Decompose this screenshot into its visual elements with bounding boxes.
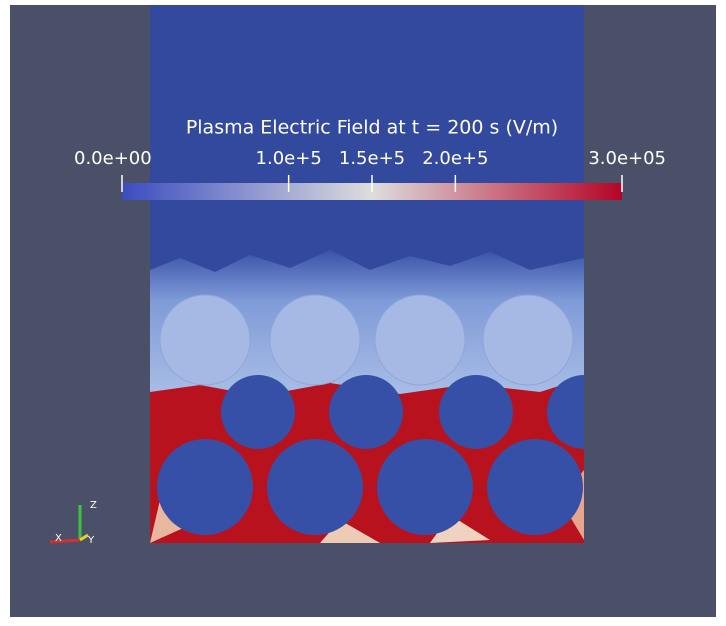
z-label: Z xyxy=(90,500,97,511)
tick-label: 0.0e+00 xyxy=(74,148,152,169)
x-label: X xyxy=(55,533,62,544)
tick-label: 3.0e+05 xyxy=(588,148,666,169)
tick-label: 1.5e+5 xyxy=(339,148,405,169)
orientation-axes: Z X Y xyxy=(49,500,97,546)
scene xyxy=(150,5,584,543)
y-axis xyxy=(79,533,89,542)
colorbar-ticks: 0.0e+00 1.0e+5 1.5e+5 2.0e+5 3.0e+05 xyxy=(74,148,666,192)
x-axis xyxy=(49,538,81,544)
tick-label: 1.0e+5 xyxy=(256,148,322,169)
tick-label: 2.0e+5 xyxy=(422,148,488,169)
y-label: Y xyxy=(87,535,95,546)
colorbar-title: Plasma Electric Field at t = 200 s (V/m) xyxy=(186,117,558,139)
